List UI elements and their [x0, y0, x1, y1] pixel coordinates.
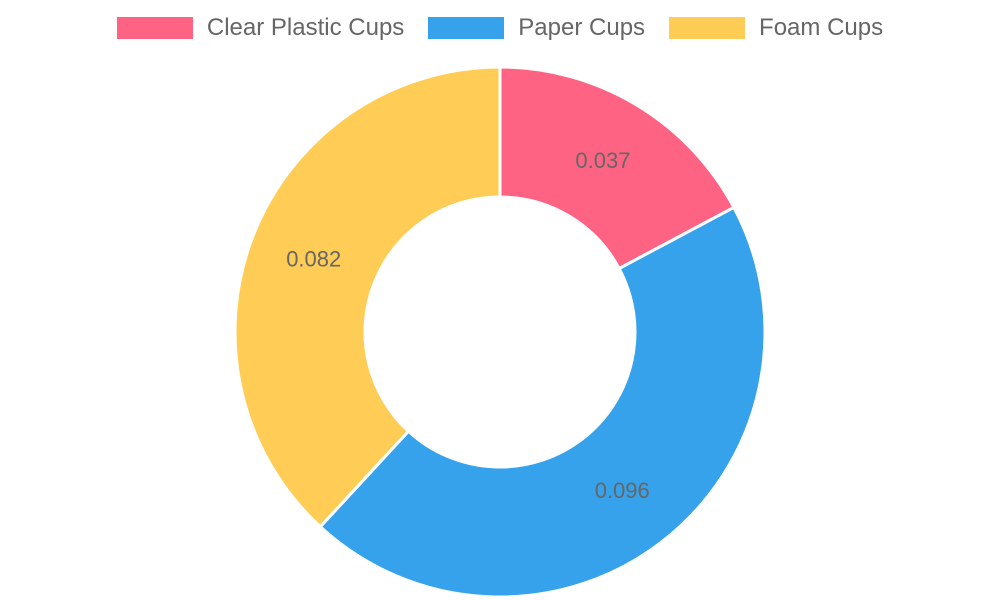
legend-swatch-clear-plastic-cups: [116, 17, 193, 39]
legend-item-paper-cups[interactable]: Paper Cups: [428, 14, 645, 42]
data-label-clear-plastic-cups: 0.037: [575, 148, 630, 173]
legend-swatch-paper-cups: [428, 17, 505, 39]
slice-foam-cups[interactable]: [233, 65, 502, 529]
data-label-foam-cups: 0.082: [286, 247, 341, 272]
chart-legend: Clear Plastic Cups Paper Cups Foam Cups: [0, 14, 1000, 42]
legend-label-foam-cups: Foam Cups: [759, 14, 884, 41]
legend-label-paper-cups: Paper Cups: [518, 14, 646, 41]
legend-item-foam-cups[interactable]: Foam Cups: [669, 14, 883, 42]
legend-swatch-foam-cups: [669, 17, 746, 39]
legend-label-clear-plastic-cups: Clear Plastic Cups: [206, 14, 405, 41]
slice-paper-cups[interactable]: [318, 205, 767, 599]
data-label-paper-cups: 0.096: [595, 478, 650, 503]
legend-item-clear-plastic-cups[interactable]: Clear Plastic Cups: [116, 14, 405, 42]
slice-clear-plastic-cups[interactable]: [498, 65, 736, 271]
